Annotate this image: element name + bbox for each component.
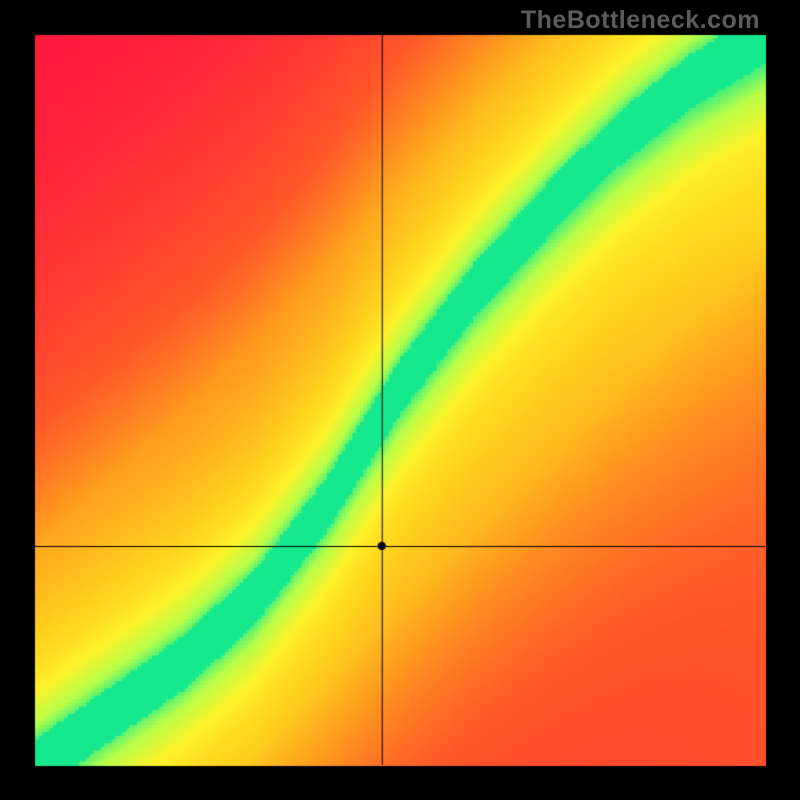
heatmap-canvas (0, 0, 800, 800)
watermark-text: TheBottleneck.com (521, 6, 760, 35)
figure-root: TheBottleneck.com (0, 0, 800, 800)
